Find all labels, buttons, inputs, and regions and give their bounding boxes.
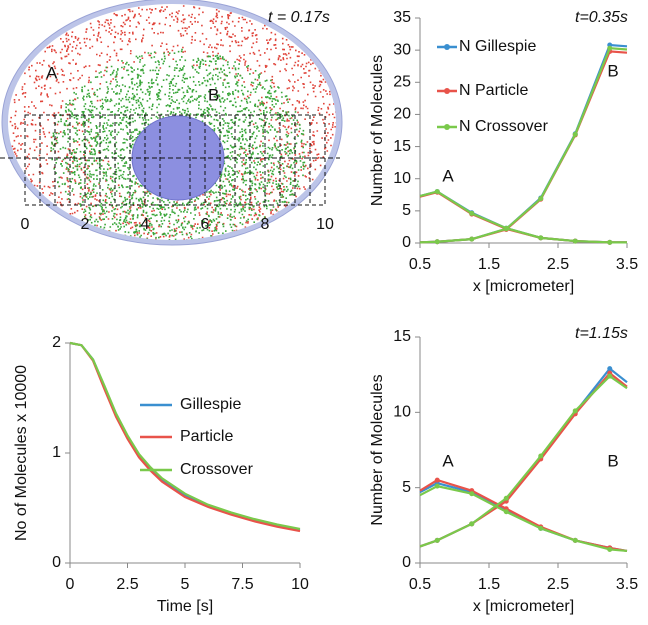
x-tick-label: 5	[181, 576, 190, 593]
y-axis-title: Number of Molecules	[369, 374, 386, 525]
data-point	[607, 239, 613, 245]
x-tick-label: 3.5	[616, 576, 638, 593]
legend-marker	[444, 88, 450, 94]
x-axis-title: Time [s]	[157, 598, 213, 615]
x-tick-label: 2.5	[547, 576, 569, 593]
data-point	[434, 537, 440, 543]
series-line	[69, 341, 301, 530]
x-tick-label: 0.5	[409, 256, 431, 273]
x-tick-label: 2.5	[116, 576, 138, 593]
y-tick-label: 5	[402, 479, 411, 496]
scale-label: 6	[201, 216, 210, 233]
x-tick-label: 1.5	[478, 256, 500, 273]
data-point	[607, 546, 613, 552]
data-point	[572, 238, 578, 244]
x-tick-label: 2.5	[547, 256, 569, 273]
y-tick-label: 2	[52, 334, 61, 351]
label: B	[208, 85, 219, 104]
y-tick-label: 10	[393, 170, 411, 187]
legend-marker	[444, 44, 450, 50]
data-point	[538, 453, 544, 459]
data-point	[572, 537, 578, 543]
x-axis-title: x [micrometer]	[473, 598, 574, 615]
legend-label: N Particle	[459, 82, 528, 99]
legend-label: Crossover	[180, 461, 254, 478]
y-tick-label: 0	[402, 554, 411, 571]
data-point	[572, 408, 578, 414]
chart-title: t=0.35s	[575, 9, 628, 26]
annotation: B	[607, 61, 618, 80]
legend-label: N Gillespie	[459, 38, 536, 55]
x-axis-title: x [micrometer]	[473, 278, 574, 295]
annotation: A	[442, 451, 454, 470]
x-tick-label: 10	[291, 576, 309, 593]
y-tick-label: 15	[393, 138, 411, 155]
scale-label: 2	[81, 216, 90, 233]
y-tick-label: 1	[52, 444, 61, 461]
series-line	[419, 484, 628, 553]
data-point	[607, 366, 613, 372]
annotation: B	[607, 451, 618, 470]
y-tick-label: 30	[393, 41, 411, 58]
y-tick-label: 10	[393, 404, 411, 421]
x-tick-label: 0.5	[409, 576, 431, 593]
y-tick-label: 15	[393, 328, 411, 345]
data-point	[503, 226, 509, 232]
data-point	[538, 196, 544, 202]
data-point	[434, 477, 440, 483]
y-axis-title: No of Molecules x 10000	[13, 365, 30, 541]
x-tick-label: 1.5	[478, 576, 500, 593]
particles	[9, 5, 336, 240]
figure-title: t = 0.17s	[268, 9, 330, 26]
y-axis-title: Number of Molecules	[369, 55, 386, 206]
data-point	[469, 236, 475, 242]
data-point	[538, 525, 544, 531]
legend-label: Gillespie	[180, 396, 241, 413]
scale-label: 4	[141, 216, 150, 233]
data-point	[607, 45, 613, 51]
y-tick-label: 25	[393, 74, 411, 91]
x-tick-label: 7.5	[231, 576, 253, 593]
data-point	[469, 210, 475, 216]
data-point	[538, 235, 544, 241]
data-point	[503, 509, 509, 515]
scale-label: 8	[261, 216, 270, 233]
data-point	[434, 189, 440, 195]
data-point	[434, 239, 440, 245]
chart-title: t=1.15s	[575, 325, 628, 342]
bin-box	[24, 114, 326, 206]
legend-label: N Crossover	[459, 118, 549, 135]
data-point	[503, 495, 509, 501]
legend-marker	[444, 124, 450, 130]
series-line	[419, 47, 628, 244]
series-line	[419, 478, 628, 553]
x-tick-label: 0	[66, 576, 75, 593]
data-point	[469, 491, 475, 497]
x-tick-label: 3.5	[616, 256, 638, 273]
simulation-view: t = 0.17s A B	[0, 0, 343, 246]
data-point	[607, 373, 613, 379]
green-particles	[50, 48, 307, 240]
series-line	[419, 190, 627, 244]
legend-label: Particle	[180, 428, 233, 445]
y-tick-label: 5	[402, 202, 411, 219]
scale-label: 10	[316, 216, 334, 233]
data-point	[434, 483, 440, 489]
annotation: A	[442, 166, 454, 185]
data-point	[572, 131, 578, 137]
label: A	[46, 63, 58, 82]
y-tick-label: 20	[393, 106, 411, 123]
bin-lines	[39, 115, 311, 205]
series-line	[419, 374, 628, 548]
data-point	[469, 521, 475, 527]
y-tick-label: 35	[393, 9, 411, 26]
scale-label: 0	[21, 216, 30, 233]
y-tick-label: 0	[52, 554, 61, 571]
y-tick-label: 0	[402, 234, 411, 251]
